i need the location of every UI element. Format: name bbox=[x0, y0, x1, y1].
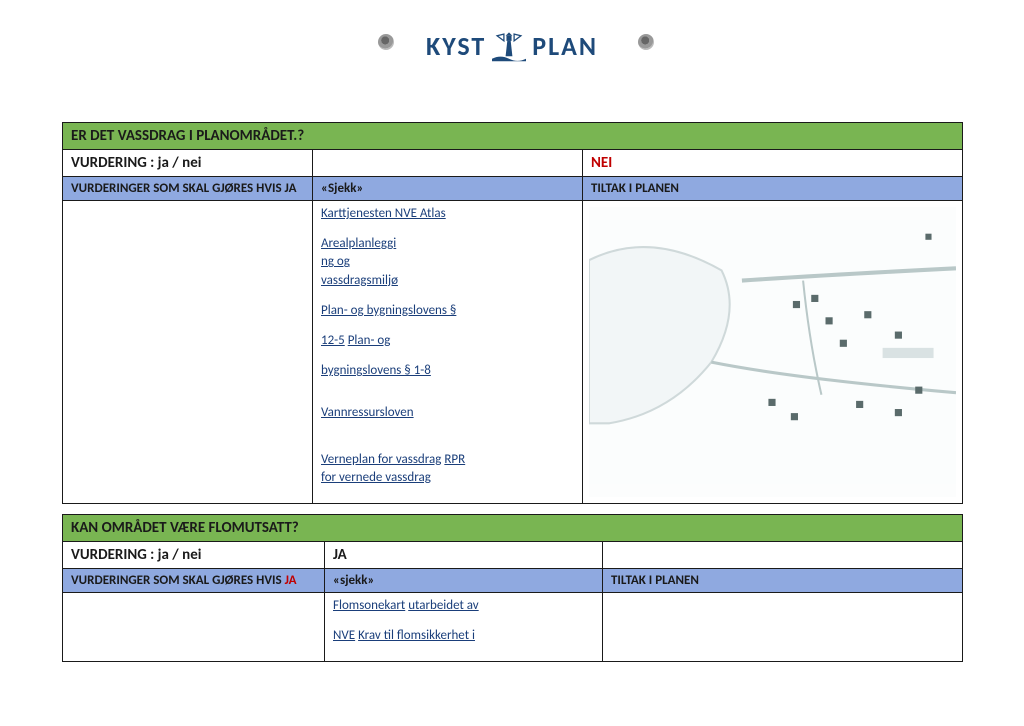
link-flomsikkerhet[interactable]: Krav til flomsikkerhet i bbox=[358, 628, 475, 643]
link-flomsonekart-suffix[interactable]: utarbeidet av bbox=[408, 598, 478, 613]
section1-title: ER DET VASSDRAG I PLANOMRÅDET.? bbox=[63, 123, 963, 150]
section2-head-col2: «sjekk» bbox=[325, 568, 603, 592]
lighthouse-icon bbox=[492, 30, 526, 62]
section1-map-cell bbox=[583, 201, 963, 504]
section1-body-col1 bbox=[63, 201, 313, 504]
link-pbl-12-5-b[interactable]: 12-5 bbox=[321, 333, 345, 348]
binder-hole-left bbox=[378, 34, 394, 50]
link-nve[interactable]: NVE bbox=[333, 628, 355, 643]
link-pbl-1-8-b[interactable]: bygningslovens § 1-8 bbox=[321, 363, 431, 378]
section1-eval-mid bbox=[313, 150, 583, 177]
map-sketch bbox=[589, 207, 956, 497]
link-verneplan-rpr[interactable]: RPR bbox=[444, 452, 465, 467]
link-verneplan-a[interactable]: Verneplan for vassdrag bbox=[321, 452, 441, 467]
link-arealplanleggi-1[interactable]: Arealplanleggi bbox=[321, 236, 396, 251]
section-flomutsatt: KAN OMRÅDET VÆRE FLOMUTSATT? VURDERING :… bbox=[62, 514, 963, 662]
logo: KYST PLAN bbox=[426, 30, 598, 62]
link-arealplanleggi-2[interactable]: ng og bbox=[321, 254, 350, 269]
section1-head-col1: VURDERINGER SOM SKAL GJØRES HVIS JA bbox=[63, 177, 313, 201]
content-area: ER DET VASSDRAG I PLANOMRÅDET.? VURDERIN… bbox=[62, 122, 962, 662]
section2-body-col3 bbox=[603, 592, 963, 661]
section2-title: KAN OMRÅDET VÆRE FLOMUTSATT? bbox=[63, 514, 963, 541]
section2-head-col1-ja: JA bbox=[285, 573, 297, 588]
section1-head-col2: «Sjekk» bbox=[313, 177, 583, 201]
link-verneplan-b[interactable]: for vernede vassdrag bbox=[321, 470, 431, 485]
page: KYST PLAN ER DET VASSDRAG I PLANOMRÅDET.… bbox=[0, 0, 1024, 726]
section1-eval-label: VURDERING : ja / nei bbox=[63, 150, 313, 177]
logo-text-right: PLAN bbox=[532, 30, 598, 62]
link-vassdragsmiljo[interactable]: vassdragsmiljø bbox=[321, 273, 398, 288]
section1-eval-answer: NEI bbox=[583, 150, 963, 177]
link-pbl-1-8-a[interactable]: Plan- og bbox=[348, 333, 391, 348]
section1-head-col3: TILTAK I PLANEN bbox=[583, 177, 963, 201]
section2-eval-label: VURDERING : ja / nei bbox=[63, 541, 325, 568]
section-vassdrag: ER DET VASSDRAG I PLANOMRÅDET.? VURDERIN… bbox=[62, 122, 963, 504]
section2-head-col1: VURDERINGER SOM SKAL GJØRES HVIS JA bbox=[63, 568, 325, 592]
link-vannressursloven[interactable]: Vannressursloven bbox=[321, 405, 414, 420]
link-nve-atlas[interactable]: Karttjenesten NVE Atlas bbox=[321, 206, 446, 221]
link-pbl-12-5-a[interactable]: Plan- og bygningslovens § bbox=[321, 303, 456, 318]
logo-text-left: KYST bbox=[426, 30, 486, 62]
header: KYST PLAN bbox=[0, 30, 1024, 62]
section1-links-cell: Karttjenesten NVE Atlas Arealplanleggi n… bbox=[313, 201, 583, 504]
section2-eval-answer: JA bbox=[325, 541, 603, 568]
section2-head-col1-prefix: VURDERINGER SOM SKAL GJØRES HVIS bbox=[71, 573, 285, 588]
section2-links-cell: Flomsonekart utarbeidet av NVE Krav til … bbox=[325, 592, 603, 661]
binder-hole-right bbox=[638, 34, 654, 50]
link-flomsonekart[interactable]: Flomsonekart bbox=[333, 598, 405, 613]
section2-eval-right bbox=[603, 541, 963, 568]
section2-head-col3: TILTAK I PLANEN bbox=[603, 568, 963, 592]
section2-body-col1 bbox=[63, 592, 325, 661]
